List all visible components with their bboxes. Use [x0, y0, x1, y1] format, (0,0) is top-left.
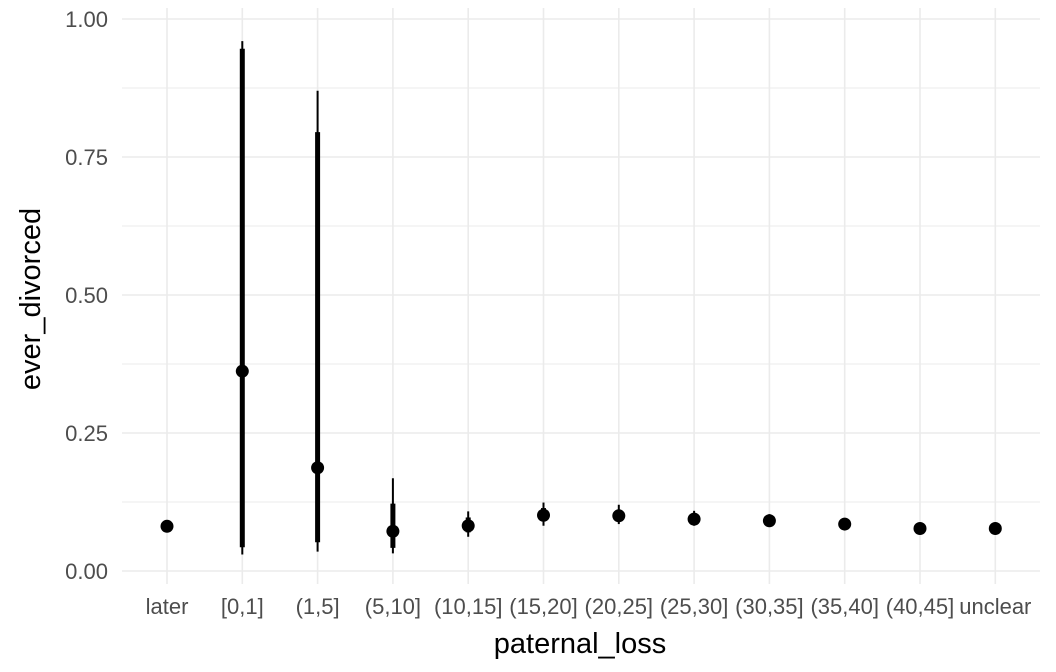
y-axis-tick-labels: 0.00 0.25 0.50 0.75 1.00: [65, 7, 108, 584]
data-marks: [160, 41, 1002, 555]
point-estimate: [235, 364, 249, 378]
point-estimate: [160, 519, 174, 533]
x-tick-label: (5,10]: [365, 594, 421, 619]
y-tick-label: 1.00: [65, 7, 108, 32]
point-estimate: [988, 521, 1002, 535]
point-estimate: [537, 508, 550, 522]
point-estimate: [461, 519, 475, 533]
x-tick-label: (10,15]: [434, 594, 503, 619]
x-tick-label: [0,1]: [221, 594, 264, 619]
x-tick-label: (25,30]: [660, 594, 729, 619]
x-tick-label: (40,45]: [886, 594, 955, 619]
x-axis-tick-labels: later [0,1] (1,5] (5,10] (10,15] (15,20] (20,2…: [146, 594, 1032, 619]
point-estimate: [311, 461, 325, 475]
point-estimate: [687, 512, 701, 526]
x-tick-label: unclear: [959, 594, 1031, 619]
x-tick-label: (30,35]: [735, 594, 804, 619]
y-tick-label: 0.00: [65, 559, 108, 584]
point-estimate: [762, 514, 776, 528]
y-axis-title: ever_divorced: [15, 208, 47, 390]
grid-lines: [122, 8, 1040, 584]
point-estimate: [386, 524, 400, 538]
x-tick-label: (20,25]: [585, 594, 654, 619]
x-tick-label: (35,40]: [810, 594, 879, 619]
y-tick-label: 0.75: [65, 145, 108, 170]
x-tick-label: (1,5]: [296, 594, 340, 619]
x-tick-label: later: [146, 594, 189, 619]
y-tick-label: 0.25: [65, 421, 108, 446]
x-axis-title: paternal_loss: [494, 628, 667, 660]
x-tick-label: (15,20]: [509, 594, 578, 619]
point-estimate: [913, 521, 927, 535]
y-tick-label: 0.50: [65, 283, 108, 308]
point-estimate: [612, 509, 626, 523]
point-estimate: [838, 517, 852, 531]
